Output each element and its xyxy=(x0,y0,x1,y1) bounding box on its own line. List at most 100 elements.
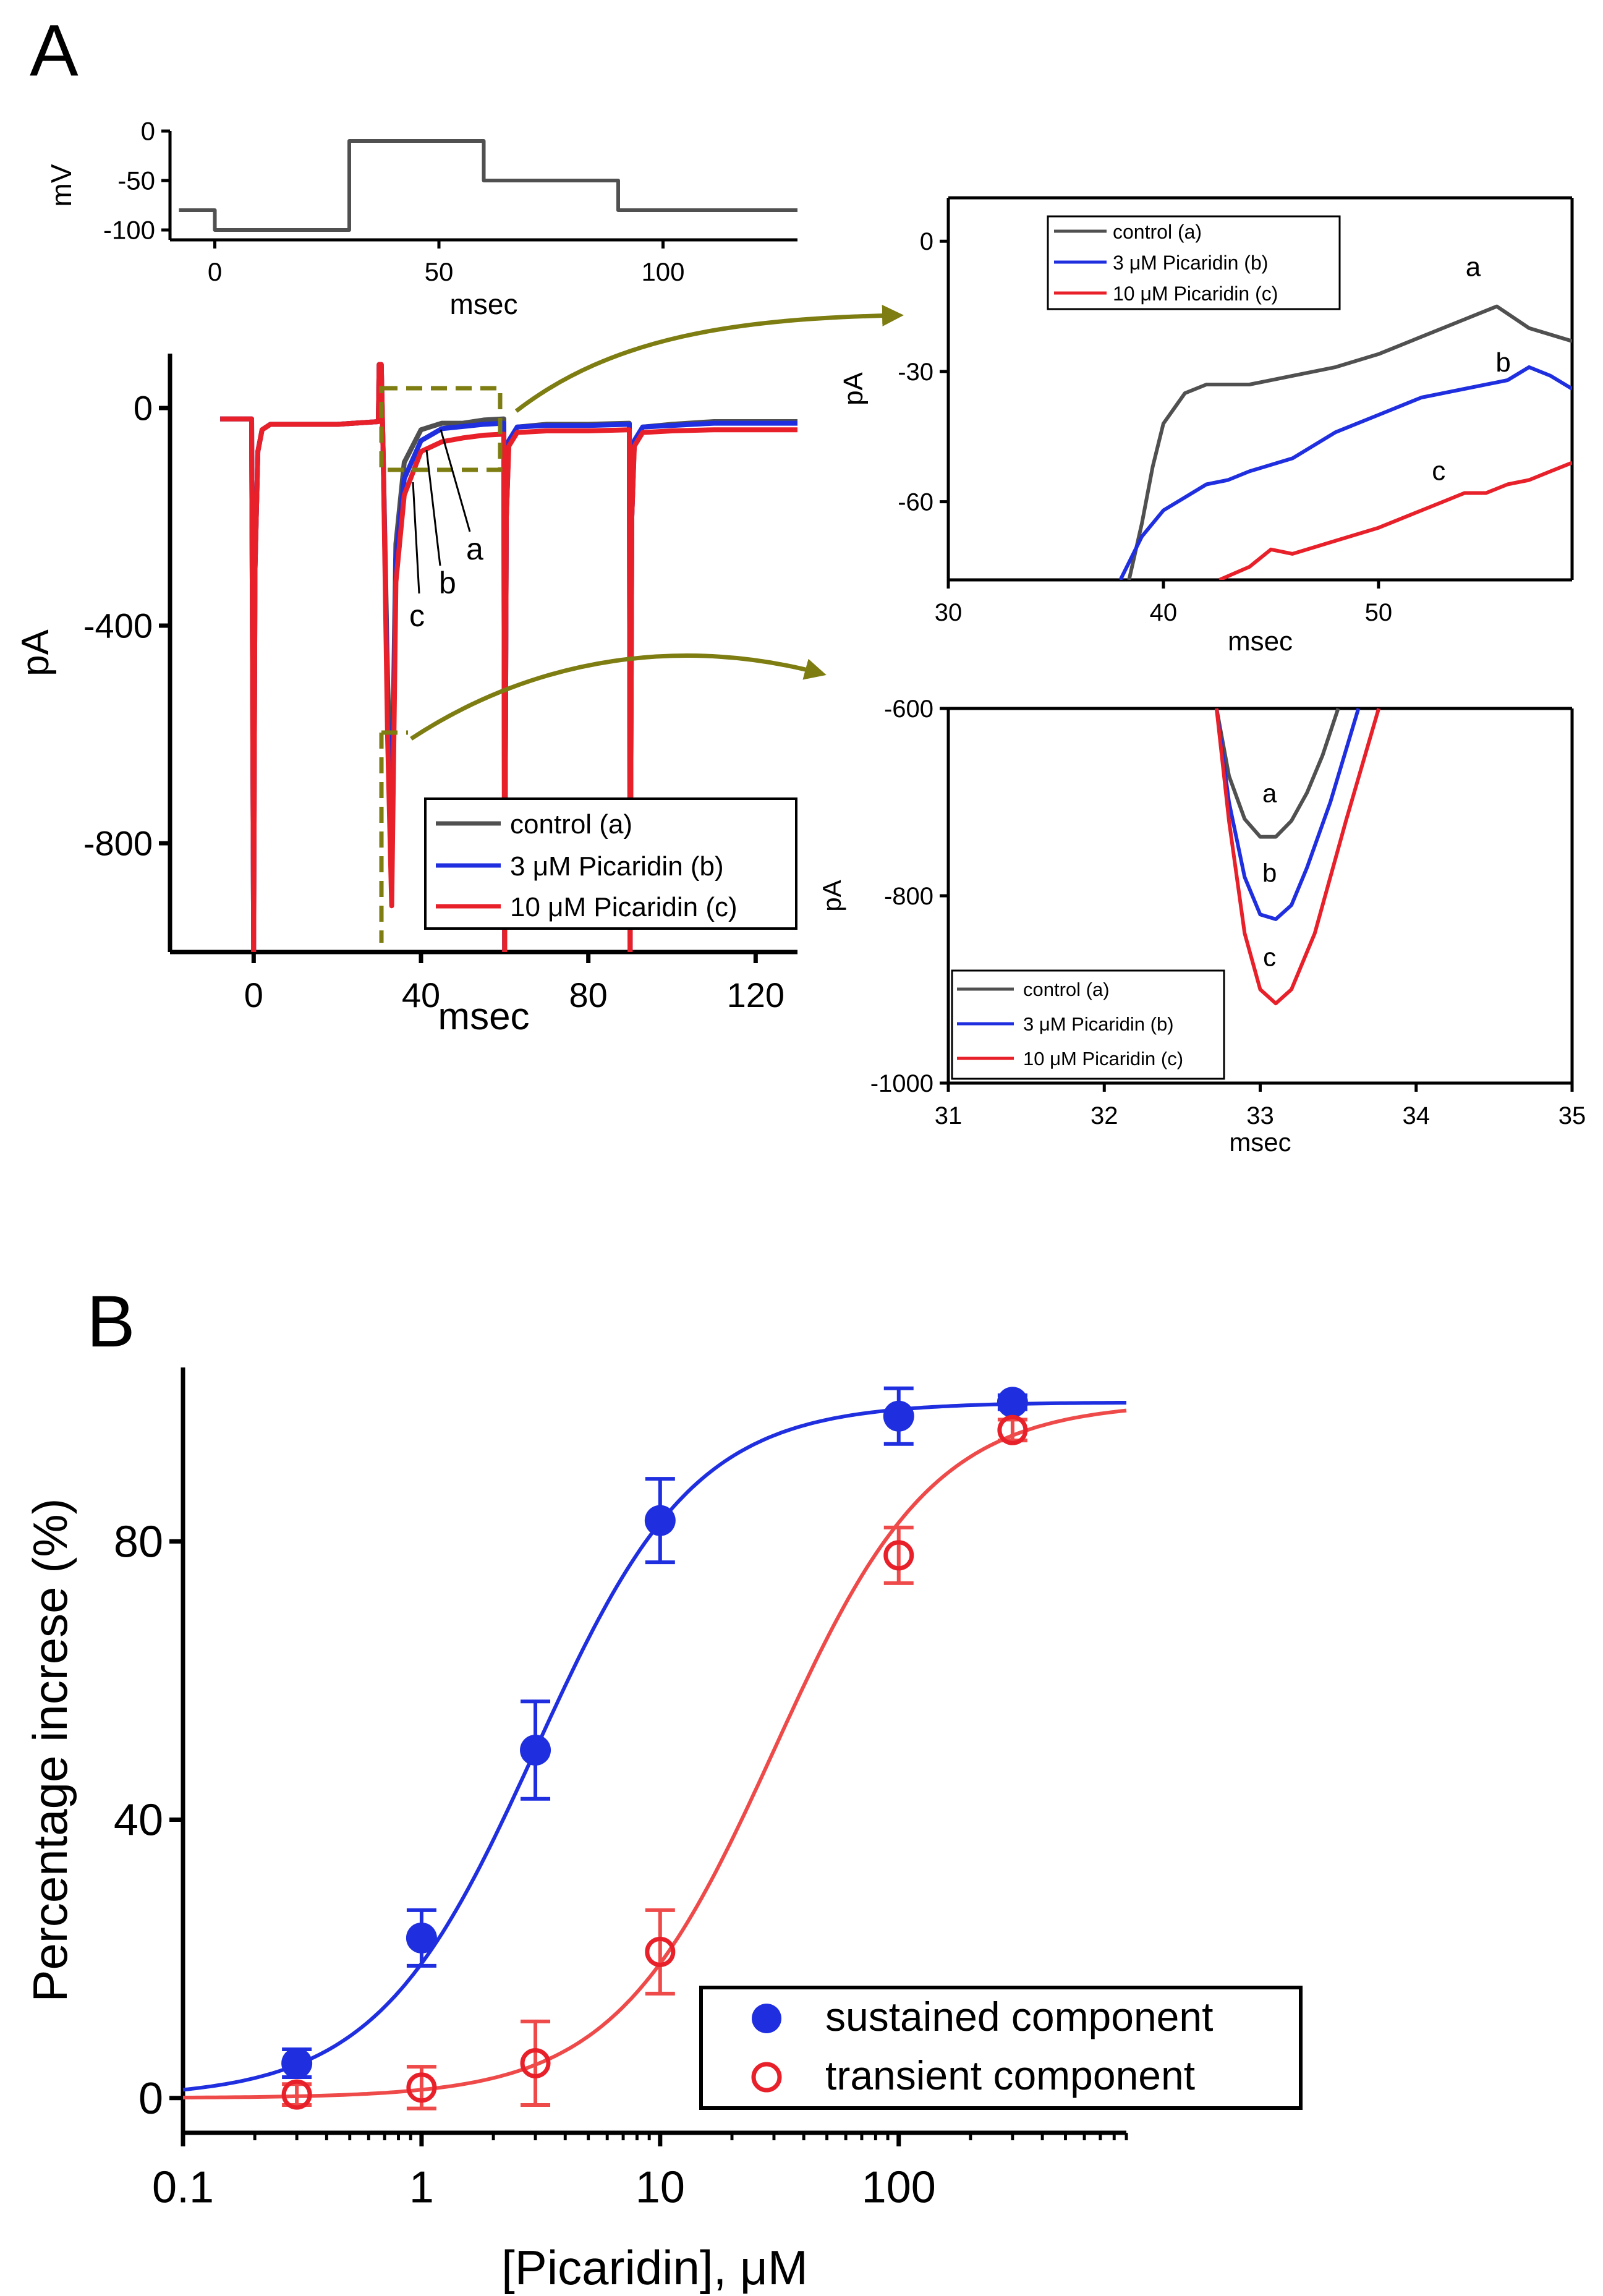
panel-label-b: B xyxy=(87,1281,135,1363)
legend-b-label-transient: transient component xyxy=(825,2052,1195,2098)
x-axis-label: [Picaridin], μM xyxy=(501,2240,808,2295)
y-axis-label: pA xyxy=(817,880,846,911)
x-tick-label: 32 xyxy=(1091,1102,1118,1129)
annotation-b: b xyxy=(439,566,456,600)
legend-peak-label-3um: 3 μM Picaridin (b) xyxy=(1023,1013,1174,1035)
x-tick-label: 35 xyxy=(1558,1102,1586,1129)
annotation-line-a xyxy=(440,429,471,532)
series-line-picaridin_10 xyxy=(1218,461,1572,580)
y-axis-label: pA xyxy=(14,629,57,676)
data-point-transient xyxy=(406,2072,437,2103)
x-axis-label: msec xyxy=(1228,626,1293,657)
x-axis-label: msec xyxy=(1229,1128,1291,1157)
legend-current: control (a) 3 μM Picaridin (b) 10 μM Pic… xyxy=(424,797,797,930)
y-tick-label: -100 xyxy=(103,216,155,245)
series-line-picaridin_10 xyxy=(1214,708,1381,1006)
legend-b: sustained component transient component xyxy=(699,1986,1303,2110)
legend-current-label-3um: 3 μM Picaridin (b) xyxy=(510,851,724,882)
legend-zoom-late: control (a) 3 μM Picaridin (b) 10 μM Pic… xyxy=(1047,215,1341,310)
x-tick-label: 34 xyxy=(1403,1102,1431,1129)
legend-b-marker-sustained xyxy=(752,2004,781,2033)
zoom-box-late xyxy=(379,386,503,472)
x-tick-label: 100 xyxy=(641,257,684,286)
annotation-line-c xyxy=(412,482,420,594)
trace-label-b: b xyxy=(1262,858,1277,887)
voltage_protocol-series xyxy=(179,139,797,232)
data-point-transient xyxy=(997,1414,1028,1445)
x-tick-label: 40 xyxy=(402,976,440,1014)
y-axis-label: Percentage increse (%) xyxy=(23,1498,77,2002)
panel-label-a: A xyxy=(30,10,79,91)
zoom_peak-axes: 31 32 33 34 35 -600 -800 -1000 msec pA xyxy=(817,695,1586,1157)
y-tick-label: -60 xyxy=(898,489,933,516)
fit-curve-transient xyxy=(183,1408,1127,2099)
legend-late-label-control: control (a) xyxy=(1113,221,1202,243)
current-annotations: a b c xyxy=(409,429,483,633)
y-tick-label: 80 xyxy=(114,1518,163,1567)
zoom-arrow-late xyxy=(514,305,904,413)
trace-label-b: b xyxy=(1495,347,1510,378)
x-axis-label: msec xyxy=(438,995,529,1038)
legend-zoom-peak: control (a) 3 μM Picaridin (b) 10 μM Pic… xyxy=(951,969,1225,1080)
y-tick-label: -400 xyxy=(83,606,153,645)
data-point-sustained xyxy=(406,1922,437,1954)
series-line-control xyxy=(1214,708,1340,839)
x-axis-label: msec xyxy=(450,288,518,320)
concentration_response-axes: 0.1 1 10 100 0 40 80 [Picaridin], μM Percentage … xyxy=(23,1367,1128,2295)
y-tick-label: 0 xyxy=(134,389,153,428)
x-tick-label: 80 xyxy=(569,976,608,1014)
series-line-0 xyxy=(179,139,797,232)
y-tick-label: -800 xyxy=(884,883,933,910)
legend-b-label-sustained: sustained component xyxy=(825,1994,1213,2039)
x-tick-label: 31 xyxy=(935,1102,963,1129)
zoom_peak-series xyxy=(1214,708,1381,1006)
trace-label-a: a xyxy=(1262,779,1277,808)
y-tick-label: -30 xyxy=(898,359,933,386)
series-line-picaridin_3 xyxy=(1118,365,1572,580)
zoom_late-series xyxy=(1118,304,1572,580)
trace-label-a: a xyxy=(1466,252,1481,282)
legend-b-marker-transient xyxy=(751,2062,782,2093)
current_traces-series xyxy=(220,362,797,952)
x-tick-label: 120 xyxy=(727,976,784,1014)
legend-late-label-3um: 3 μM Picaridin (b) xyxy=(1113,252,1268,274)
y-tick-label: -50 xyxy=(117,166,155,195)
zoom-peak-chart: 31 32 33 34 35 -600 -800 -1000 msec pA a b c xyxy=(817,695,1586,1157)
data-point-sustained xyxy=(644,1505,676,1536)
y-tick-label: 0 xyxy=(138,2074,163,2124)
legend-peak-label-10um: 10 μM Picaridin (c) xyxy=(1023,1048,1183,1069)
legend-peak-label-control: control (a) xyxy=(1023,979,1110,1000)
y-tick-label: 0 xyxy=(920,228,933,255)
data-point-transient xyxy=(281,2079,312,2110)
y-tick-label: 40 xyxy=(114,1796,163,1845)
y-tick-label: -1000 xyxy=(870,1070,933,1097)
y-axis-label: mV xyxy=(45,164,77,206)
data-point-sustained xyxy=(281,2047,313,2079)
series-line-picaridin_3 xyxy=(1214,708,1361,921)
voltage-protocol-chart: 0 50 100 0 -50 -100 msec mV xyxy=(45,117,797,320)
x-tick-label: 50 xyxy=(1365,599,1393,626)
series-line-picaridin_10 xyxy=(220,362,797,952)
x-tick-label: 0 xyxy=(208,257,222,286)
y-tick-label: -600 xyxy=(884,695,933,723)
y-tick-label: -800 xyxy=(83,824,153,863)
x-tick-label: 33 xyxy=(1246,1102,1274,1129)
data-point-transient xyxy=(645,1936,676,1967)
data-point-transient xyxy=(520,2047,551,2078)
y-tick-label: 0 xyxy=(141,117,155,146)
trace-label-c: c xyxy=(1263,943,1276,972)
data-point-transient xyxy=(883,1540,914,1571)
legend-current-label-10um: 10 μM Picaridin (c) xyxy=(510,892,738,922)
annotation-c: c xyxy=(409,598,425,633)
concentration-response-chart: 0.1 1 10 100 0 40 80 [Picaridin], μM Percentage … xyxy=(23,1367,1128,2295)
zoom-late-chart: 30 40 50 0 -30 -60 msec pA a b c xyxy=(838,196,1574,657)
voltage_protocol-axes: 0 50 100 0 -50 -100 msec mV xyxy=(45,117,797,320)
zoom-arrow-peak xyxy=(410,653,827,741)
x-tick-label: 100 xyxy=(862,2162,936,2212)
data-point-sustained xyxy=(997,1387,1028,1418)
legend-current-label-control: control (a) xyxy=(510,809,632,840)
current-traces-chart: 0 40 80 120 0 -400 -800 msec pA xyxy=(14,354,797,1038)
x-tick-label: 50 xyxy=(425,257,454,286)
x-tick-label: 40 xyxy=(1150,599,1178,626)
